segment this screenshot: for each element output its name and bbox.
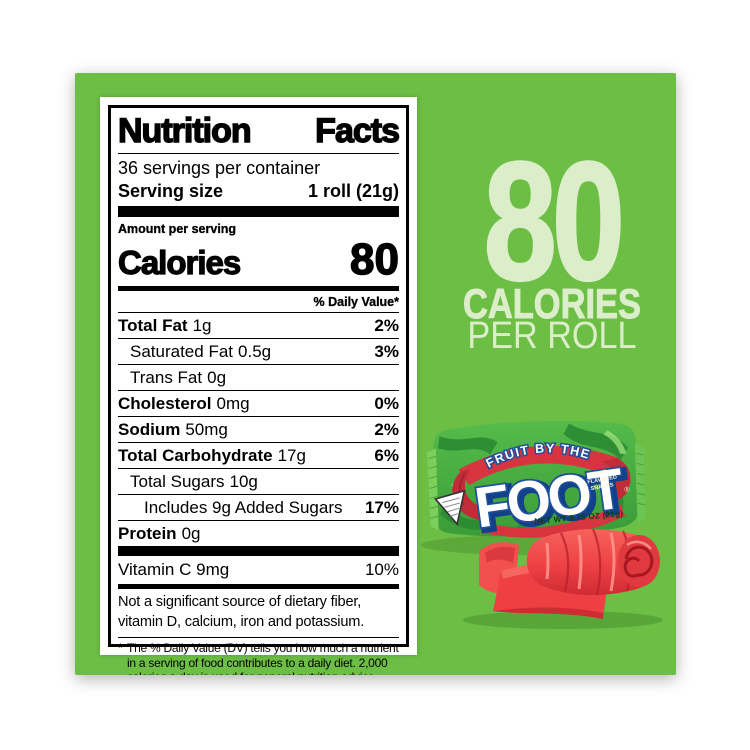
- table-row-total-sugars: Total Sugars 10g: [118, 468, 399, 494]
- calories-value: 80: [349, 234, 399, 284]
- svg-text:FLAVORED: FLAVORED: [587, 475, 617, 486]
- nutrient-name: Total Sugars: [130, 472, 225, 491]
- amount-per-serving: Amount per serving: [118, 222, 237, 236]
- calorie-highlight-per-roll: PER ROLL: [467, 315, 637, 357]
- table-row-vitamin-c: Vitamin C 9mg 10%: [118, 556, 399, 584]
- calories-label: Calories: [117, 243, 241, 281]
- serving-size-label: Serving size: [118, 181, 224, 201]
- title-word-nutrition: Nutrition: [117, 112, 252, 150]
- nutrient-amount: 50mg: [185, 420, 228, 439]
- table-row-trans-fat: Trans Fat 0g: [118, 364, 399, 390]
- nutrient-dv: 0%: [374, 394, 399, 413]
- nutrition-facts-label: Nutrition Facts 36 servings per containe…: [100, 97, 417, 675]
- footnote-text: The % Daily Value (DV) tells you how muc…: [127, 641, 399, 675]
- product-photo: FRUIT BY THE FOOT FOOT FRUIT FLAVORED SN…: [421, 420, 663, 629]
- divider-bar-medium: [118, 285, 399, 291]
- crimp-left: [427, 448, 439, 531]
- nutrient-dv: 10%: [364, 560, 399, 579]
- footnote-asterisk: *: [118, 641, 123, 655]
- nutrient-name: Saturated Fat: [130, 342, 234, 361]
- nutrient-amount: 17g: [277, 446, 306, 465]
- fruit-by-the-foot-package: FRUIT BY THE FOOT FOOT FRUIT FLAVORED SN…: [427, 420, 646, 547]
- not-significant-note: Not a significant source of dietary fibe…: [118, 594, 365, 630]
- divider-bar-medium: [118, 584, 399, 589]
- servings-per-container: 36 servings per container: [118, 158, 321, 178]
- roll-spiral-end: [618, 535, 660, 587]
- divider-bar-thick: [118, 206, 399, 217]
- nutrient-dv: 2%: [374, 316, 399, 335]
- nutrient-amount: 9mg: [196, 560, 230, 579]
- table-row-sodium: Sodium 50mg 2%: [118, 416, 399, 442]
- divider-bar-thick: [118, 546, 399, 556]
- title-word-facts: Facts: [314, 112, 400, 150]
- serving-size-row: Serving size 1 roll (21g): [118, 178, 399, 206]
- registered-mark: ®: [624, 486, 630, 494]
- nutrient-amount: 0mg: [216, 394, 250, 413]
- nutrient-dv: 17%: [364, 498, 399, 517]
- nutrient-name: Protein: [118, 524, 177, 543]
- nutrient-name: Total Fat: [118, 316, 188, 335]
- roll-shadow: [463, 611, 663, 629]
- nutrient-name: Sodium: [118, 420, 181, 439]
- svg-text:SNACKS: SNACKS: [590, 482, 614, 492]
- nutrient-amount: 0g: [207, 368, 227, 387]
- nutrient-name: Vitamin C: [118, 560, 192, 579]
- nutrition-facts-border: Nutrition Facts 36 servings per containe…: [108, 105, 409, 675]
- crimp-right: [634, 443, 646, 524]
- calorie-highlight-calories: CALORIES: [463, 280, 642, 327]
- nutrient-amount: 0.5g: [238, 342, 272, 361]
- fruit-roll: [479, 528, 660, 619]
- daily-value-header: % Daily Value*: [313, 294, 399, 309]
- nutrient-dv: 6%: [374, 446, 399, 465]
- nutrient-dv: 2%: [374, 420, 399, 439]
- green-card: Nutrition Facts 36 servings per containe…: [75, 73, 676, 675]
- nutrient-name: Trans Fat: [130, 368, 203, 387]
- daily-value-footnote: * The % Daily Value (DV) tells you how m…: [118, 637, 399, 675]
- nutrient-amount: 1g: [192, 316, 212, 335]
- triangle-badge-icon: [433, 489, 466, 526]
- serving-size-value: 1 roll (21g): [307, 181, 399, 201]
- nutrient-name: Cholesterol: [118, 394, 212, 413]
- flavored-snacks-text: FRUIT FLAVORED SNACKS: [587, 469, 617, 492]
- svg-text:FRUIT: FRUIT: [590, 469, 608, 478]
- nutrient-name: Total Carbohydrate: [118, 446, 273, 465]
- nutrient-amount: 0g: [181, 524, 201, 543]
- table-row-cholesterol: Cholesterol 0mg 0%: [118, 390, 399, 416]
- table-row-added-sugars: Includes 9g Added Sugars 17%: [118, 494, 399, 520]
- calorie-highlight-number: 80: [483, 127, 626, 315]
- table-row-total-carbohydrate: Total Carbohydrate 17g 6%: [118, 442, 399, 468]
- nutrition-facts-title: Nutrition Facts: [117, 111, 401, 154]
- calories-row: Calories 80: [117, 234, 399, 286]
- nutrient-dv: 3%: [374, 342, 399, 361]
- table-row-total-fat: Total Fat 1g 2%: [118, 312, 399, 338]
- table-row-protein: Protein 0g: [118, 520, 399, 546]
- table-row-saturated-fat: Saturated Fat 0.5g 3%: [118, 338, 399, 364]
- nutrient-name: Includes 9g Added Sugars: [144, 498, 343, 517]
- nutrient-amount: 10g: [229, 472, 258, 491]
